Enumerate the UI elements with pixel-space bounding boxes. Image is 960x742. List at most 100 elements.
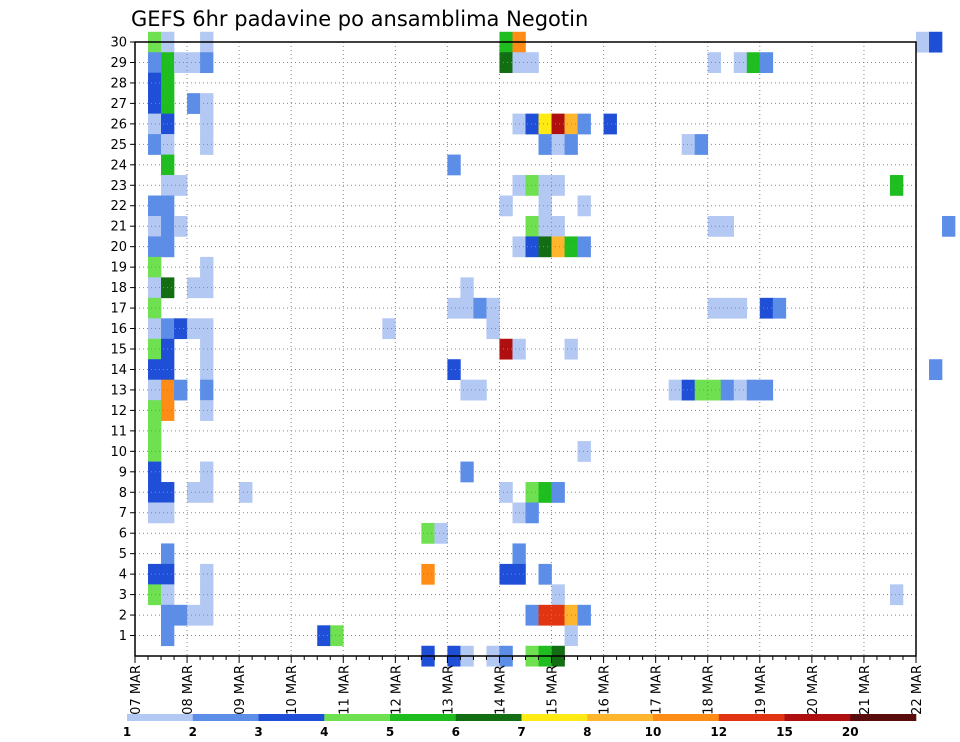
y-tick-label: 9 xyxy=(119,465,127,480)
heatmap-cell xyxy=(148,297,162,319)
heatmap-cell xyxy=(187,604,214,626)
y-tick-label: 1 xyxy=(119,629,127,644)
x-tick-label: 21 MAR xyxy=(858,665,873,715)
heatmap-cell xyxy=(148,256,162,278)
heatmap-cell xyxy=(681,134,696,155)
heatmap-cell xyxy=(200,134,214,155)
heatmap-cell xyxy=(148,277,162,299)
legend-color-swatch xyxy=(718,714,785,721)
legend-color-swatch xyxy=(455,714,522,721)
heatmap-cell xyxy=(525,502,539,524)
heatmap-cell xyxy=(148,441,162,462)
y-tick-label: 22 xyxy=(110,199,127,214)
x-tick-label: 10 MAR xyxy=(285,665,300,715)
heatmap-cell xyxy=(551,584,565,606)
heatmap-cell xyxy=(148,461,162,483)
heatmap-cell xyxy=(148,420,162,442)
heatmap-cell xyxy=(148,338,162,360)
heatmap-cell xyxy=(148,502,175,524)
heatmap-cell xyxy=(759,297,774,319)
heatmap-cell xyxy=(447,297,474,319)
heatmap-cell xyxy=(733,379,748,401)
heatmap-cell xyxy=(187,52,201,73)
heatmap-cell xyxy=(538,236,552,258)
heatmap-cell xyxy=(577,195,591,217)
legend-color-swatch xyxy=(784,714,851,721)
y-tick-label: 11 xyxy=(110,424,127,439)
y-tick-label: 23 xyxy=(110,179,127,194)
heatmap-cell xyxy=(681,379,696,401)
y-tick-label: 16 xyxy=(110,322,127,337)
y-tick-label: 3 xyxy=(119,588,127,603)
y-tick-label: 4 xyxy=(119,568,127,583)
x-tick-label: 16 MAR xyxy=(598,665,613,715)
heatmap-cell xyxy=(174,215,188,237)
heatmap-cell xyxy=(525,236,539,258)
heatmap-cell xyxy=(200,338,214,360)
heatmap-cell xyxy=(551,113,565,135)
heatmap-cell xyxy=(551,236,565,258)
legend-color-swatch xyxy=(192,714,259,721)
heatmap-cell xyxy=(200,93,214,114)
heatmap-cell xyxy=(733,52,748,73)
heatmap-cell xyxy=(942,215,956,237)
heatmap-cell xyxy=(499,563,526,585)
heatmap-cell xyxy=(330,625,344,647)
legend-label: 8 xyxy=(583,725,591,739)
legend-color-swatch xyxy=(521,714,588,721)
y-tick-label: 13 xyxy=(110,383,127,398)
heatmap-cell xyxy=(577,113,591,135)
heatmap-cell xyxy=(577,441,591,462)
y-axis: 1234567891011121314151617181920212223242… xyxy=(110,36,135,644)
legend-label: 2 xyxy=(189,725,197,739)
x-tick-label: 20 MAR xyxy=(806,665,821,715)
heatmap-cell xyxy=(889,584,904,606)
heatmap-cell xyxy=(148,318,162,340)
heatmap-cell xyxy=(929,359,943,380)
legend-label: 10 xyxy=(645,725,662,739)
heatmap-cell xyxy=(148,195,175,217)
y-tick-label: 7 xyxy=(119,506,127,521)
y-tick-label: 5 xyxy=(119,547,127,562)
heatmap-cell xyxy=(538,482,552,503)
legend-color-swatch xyxy=(258,714,325,721)
heatmap-cell xyxy=(187,482,214,503)
heatmap-cell xyxy=(473,297,487,319)
y-tick-label: 15 xyxy=(110,343,127,358)
x-tick-label: 12 MAR xyxy=(389,665,404,715)
heatmap-cell xyxy=(603,113,617,135)
legend-label: 3 xyxy=(254,725,262,739)
heatmap-cell xyxy=(512,52,539,73)
y-tick-label: 14 xyxy=(110,363,127,378)
heatmap-cell xyxy=(707,52,722,73)
heatmap-cell xyxy=(161,604,188,626)
heatmap-cell xyxy=(200,461,214,483)
legend-label: 15 xyxy=(776,725,793,739)
legend-label: 4 xyxy=(320,725,328,739)
heatmap-cell xyxy=(499,482,513,503)
color-legend: 1 2 3 4 5 6 7 8 10 12 15 20 xyxy=(123,714,917,739)
heatmap-cell xyxy=(174,379,188,401)
heatmap-cell xyxy=(421,563,435,585)
heatmap-cell xyxy=(174,318,188,340)
heatmap-cell xyxy=(486,318,500,340)
heatmap-cell xyxy=(577,604,591,626)
heatmap-cell xyxy=(200,400,214,421)
heatmap-cell xyxy=(916,31,930,53)
heatmap-cell xyxy=(538,563,552,585)
heatmap-cell xyxy=(525,482,539,503)
heatmap-cell xyxy=(525,113,539,135)
heatmap-cell xyxy=(499,52,513,73)
heatmap-cell xyxy=(148,563,175,585)
heatmap-cells xyxy=(148,31,956,667)
legend-color-swatch xyxy=(850,714,917,721)
heatmap-cell xyxy=(148,359,175,380)
heatmap-cell xyxy=(200,256,214,278)
legend-color-swatch xyxy=(653,714,720,721)
legend-label: 20 xyxy=(842,725,859,739)
heatmap-cell xyxy=(148,113,162,135)
heatmap-cell xyxy=(525,175,539,196)
heatmap-cell xyxy=(929,31,943,53)
legend-color-swatch xyxy=(127,714,194,721)
heatmap-cell xyxy=(759,52,774,73)
